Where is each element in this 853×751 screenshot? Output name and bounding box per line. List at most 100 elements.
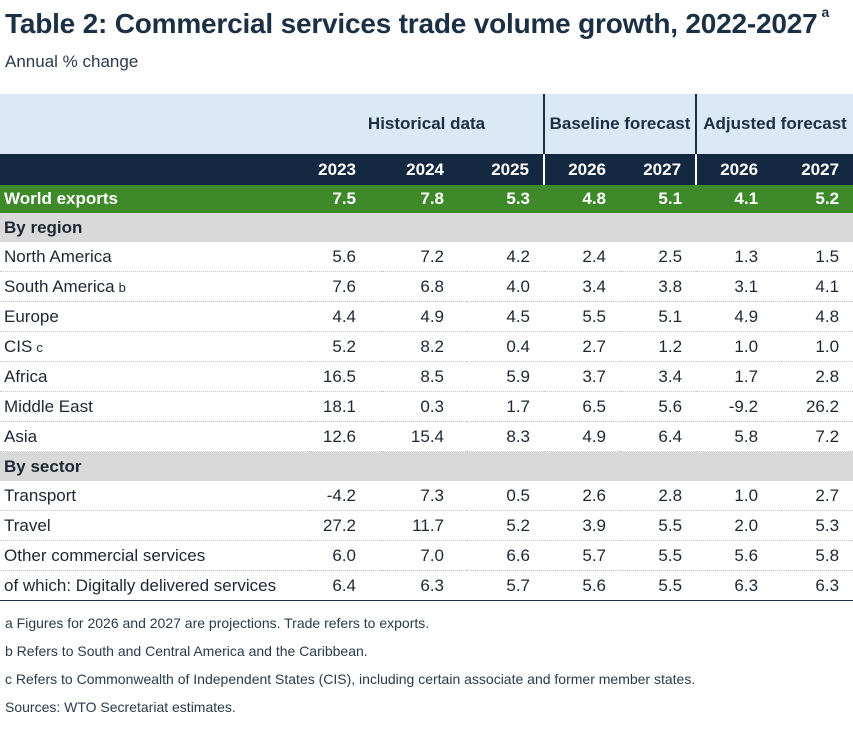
cell-value: 5.1: [620, 301, 697, 332]
table-row: Transport -4.2 7.3 0.5 2.6 2.8 1.0 2.7: [0, 481, 853, 511]
table-row: Europe 4.4 4.9 4.5 5.5 5.1 4.9 4.8: [0, 301, 853, 332]
cell-value: 4.1: [696, 185, 783, 213]
row-label: Asia: [0, 421, 310, 452]
cell-value: 16.5: [310, 361, 382, 392]
cell-value: 1.3: [696, 242, 783, 272]
cell-value: 7.2: [382, 242, 466, 272]
cell-value: 27.2: [310, 510, 382, 541]
data-table: Historical data Baseline forecast Adjust…: [0, 94, 853, 601]
table-subtitle: Annual % change: [5, 52, 139, 71]
cell-value: 5.5: [544, 301, 621, 332]
cell-value: 6.0: [310, 540, 382, 571]
cell-value: 1.0: [696, 331, 783, 362]
cell-value: 7.0: [382, 540, 466, 571]
cell-value: 1.0: [696, 481, 783, 511]
sources-note: Sources: WTO Secretariat estimates.: [5, 699, 236, 715]
cell-value: 6.6: [466, 540, 545, 571]
table-row: Africa 16.5 8.5 5.9 3.7 3.4 1.7 2.8: [0, 361, 853, 392]
cell-value: 11.7: [382, 510, 466, 541]
baseline-forecast-header: Baseline forecast: [543, 94, 697, 154]
table-row: Travel 27.2 11.7 5.2 3.9 5.5 2.0 5.3: [0, 510, 853, 541]
row-label: World exports: [0, 185, 310, 213]
by-sector-section-header: By sector: [0, 451, 853, 481]
row-label-text: Europe: [4, 306, 59, 326]
cell-value: 2.4: [544, 242, 621, 272]
cell-value: 4.5: [466, 301, 545, 332]
year-header: 2026: [695, 154, 783, 185]
footnote-c: c Refers to Commonwealth of Independent …: [5, 671, 696, 687]
historical-data-header: Historical data: [310, 94, 545, 154]
cell-value: 5.8: [696, 421, 783, 452]
cell-value: 12.6: [310, 421, 382, 452]
row-label-text: Middle East: [4, 396, 93, 416]
cell-value: 6.4: [310, 570, 382, 601]
cell-value: 3.4: [544, 271, 621, 302]
cell-value: 1.5: [782, 242, 853, 272]
cell-value: 3.7: [544, 361, 621, 392]
section-label: By region: [0, 213, 853, 242]
cell-value: 5.2: [310, 331, 382, 362]
cell-value: 5.5: [620, 570, 697, 601]
cell-value: 3.4: [620, 361, 697, 392]
cell-value: 4.4: [310, 301, 382, 332]
cell-value: 8.2: [382, 331, 466, 362]
cell-value: 4.9: [382, 301, 466, 332]
cell-value: 4.9: [544, 421, 621, 452]
table-row: of which: Digitally delivered services 6.…: [0, 570, 853, 601]
year-header: 2023: [310, 154, 382, 185]
cell-value: 2.5: [620, 242, 697, 272]
cell-value: 5.6: [696, 540, 783, 571]
year-header-empty: [0, 154, 310, 185]
row-label: of which: Digitally delivered services: [0, 570, 310, 601]
cell-value: 3.8: [620, 271, 697, 302]
cell-value: 6.8: [382, 271, 466, 302]
cell-value: 3.9: [544, 510, 621, 541]
year-header: 2027: [782, 154, 853, 185]
row-label-text: of which: Digitally delivered services: [4, 575, 277, 595]
table-row: CIS c 5.2 8.2 0.4 2.7 1.2 1.0 1.0: [0, 331, 853, 362]
cell-value: 0.3: [382, 391, 466, 422]
row-label-text: North America: [4, 246, 112, 266]
table-row: Middle East 18.1 0.3 1.7 6.5 5.6 -9.2 26.2: [0, 391, 853, 422]
year-header: 2027: [620, 154, 697, 185]
cell-value: -4.2: [310, 481, 382, 511]
cell-value: 1.0: [782, 331, 853, 362]
cell-value: 4.2: [466, 242, 545, 272]
cell-value: 8.3: [466, 421, 545, 452]
table-row: North America 5.6 7.2 4.2 2.4 2.5 1.3 1.5: [0, 242, 853, 272]
cell-value: 5.6: [620, 391, 697, 422]
cell-value: 2.8: [782, 361, 853, 392]
section-label: By sector: [0, 451, 853, 481]
cell-value: 2.8: [620, 481, 697, 511]
table-row: South America b 7.6 6.8 4.0 3.4 3.8 3.1 4.1: [0, 271, 853, 302]
cell-value: 5.6: [310, 242, 382, 272]
row-label: Middle East: [0, 391, 310, 422]
cell-value: 7.8: [382, 185, 466, 213]
row-label: Europe: [0, 301, 310, 332]
cell-value: 4.0: [466, 271, 545, 302]
cell-value: 5.5: [620, 540, 697, 571]
row-label-text: CIS: [4, 336, 33, 356]
table-row: Other commercial services 6.0 7.0 6.6 5.7 5.5…: [0, 540, 853, 571]
cell-value: 5.7: [544, 540, 621, 571]
cell-value: 4.1: [782, 271, 853, 302]
cell-value: 4.9: [696, 301, 783, 332]
adjusted-forecast-header: Adjusted forecast: [695, 94, 853, 154]
row-label-text: Transport: [4, 485, 77, 505]
cell-value: 2.0: [696, 510, 783, 541]
cell-value: 5.7: [466, 570, 545, 601]
year-header: 2026: [543, 154, 621, 185]
cell-value: 5.2: [782, 185, 853, 213]
cell-value: 15.4: [382, 421, 466, 452]
cell-value: 26.2: [782, 391, 853, 422]
cell-value: 5.1: [620, 185, 697, 213]
cell-value: 7.6: [310, 271, 382, 302]
cell-value: 8.5: [382, 361, 466, 392]
world-exports-row: World exports 7.5 7.8 5.3 4.8 5.1 4.1 5.…: [0, 185, 853, 213]
row-label: Other commercial services: [0, 540, 310, 571]
footnote-b: b Refers to South and Central America an…: [5, 643, 368, 659]
cell-value: 1.2: [620, 331, 697, 362]
year-header-row: 2023 2024 2025 2026 2027 2026 2027: [0, 154, 853, 185]
group-header-row: Historical data Baseline forecast Adjust…: [0, 94, 853, 154]
cell-value: 6.3: [382, 570, 466, 601]
